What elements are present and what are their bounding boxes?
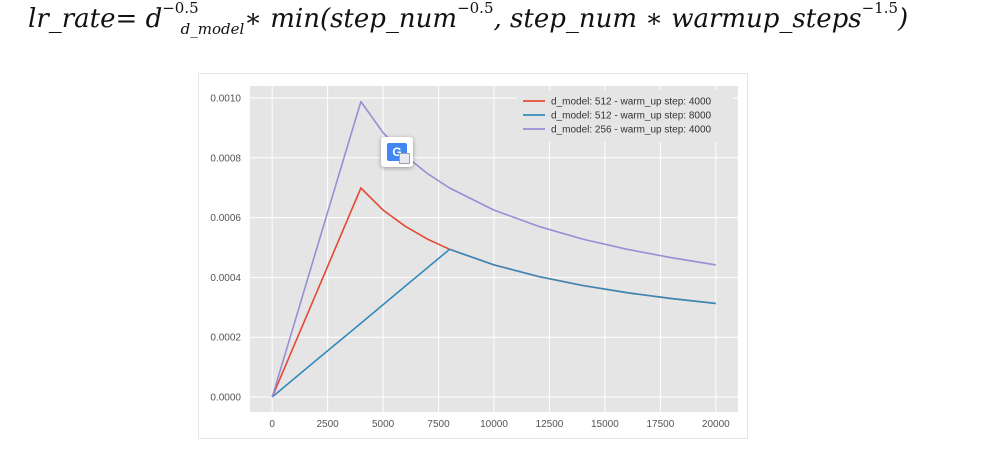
lr-schedule-chart: 0.0000 0.0002 0.0004 0.0006 0.0008 0.0010 0 25… — [210, 86, 738, 430]
google-translate-button[interactable]: G — [381, 137, 413, 167]
x-tick-label: 7500 — [427, 419, 450, 430]
formula-eq: = d — [115, 4, 163, 34]
x-tick-label: 15000 — [591, 419, 619, 430]
x-tick-label: 10000 — [480, 419, 508, 430]
google-translate-icon: G — [387, 143, 410, 164]
y-tick-label: 0.0002 — [210, 333, 241, 344]
x-tick-label: 12500 — [536, 419, 564, 430]
series-line-2 — [271, 248, 716, 398]
formula-lhs: lr_rate — [28, 4, 116, 34]
y-tick-label: 0.0006 — [210, 213, 241, 224]
x-tick-label: 17500 — [646, 419, 674, 430]
legend-box — [517, 90, 733, 142]
legend-label-1: d_model: 512 - warm_up step: 4000 — [551, 97, 712, 108]
series-line-3 — [271, 100, 716, 398]
x-tick-label: 5000 — [372, 419, 395, 430]
formula-warmup-exponent: −1.5 — [861, 0, 899, 17]
x-tick-label: 20000 — [702, 419, 730, 430]
lr-formula: lr_rate = d −0.5 d_model ∗ min(step_num … — [28, 0, 909, 54]
y-tick-labels: 0.0000 0.0002 0.0004 0.0006 0.0008 0.0010 — [210, 93, 241, 403]
legend-label-2: d_model: 512 - warm_up step: 8000 — [551, 111, 712, 122]
formula-d-subscript: d_model — [180, 20, 245, 38]
y-tick-label: 0.0010 — [210, 93, 241, 104]
y-tick-label: 0.0000 — [210, 393, 241, 404]
series-lines — [271, 100, 716, 398]
formula-close-paren: ) — [898, 4, 909, 34]
legend-label-3: d_model: 256 - warm_up step: 4000 — [551, 125, 712, 136]
x-tick-label: 2500 — [317, 419, 340, 430]
y-tick-label: 0.0004 — [210, 273, 241, 284]
formula-d-exponent: −0.5 — [162, 0, 199, 17]
formula-warmup-part: , step_num ∗ warmup_steps — [493, 4, 862, 34]
x-tick-label: 0 — [269, 419, 275, 430]
x-tick-labels: 0 2500 5000 7500 10000 12500 15000 17500 20000 — [269, 419, 730, 430]
legend: d_model: 512 - warm_up step: 4000 d_model… — [517, 90, 733, 142]
y-tick-label: 0.0008 — [210, 153, 241, 164]
formula-step-exponent: −0.5 — [457, 0, 494, 17]
formula-min-part: ∗ min(step_num — [244, 4, 458, 34]
chart-card: 0.0000 0.0002 0.0004 0.0006 0.0008 0.0010 0 25… — [198, 73, 748, 439]
